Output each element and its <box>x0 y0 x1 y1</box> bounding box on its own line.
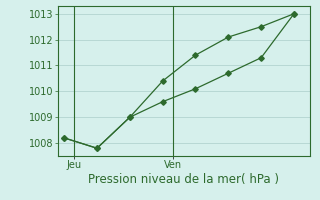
X-axis label: Pression niveau de la mer( hPa ): Pression niveau de la mer( hPa ) <box>89 173 279 186</box>
